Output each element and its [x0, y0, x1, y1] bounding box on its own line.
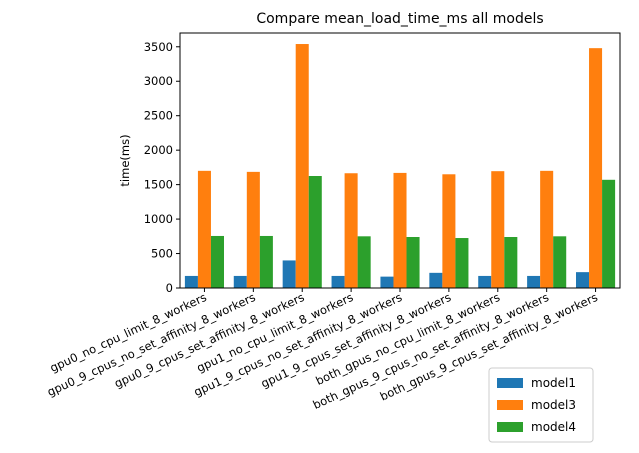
legend-swatch — [497, 422, 523, 432]
legend: model1 model3 model4 — [488, 367, 594, 443]
y-tick-label: 3000 — [144, 74, 173, 88]
bar-model3 — [540, 170, 554, 288]
bar-model3 — [246, 171, 260, 288]
bar-model1 — [478, 275, 492, 288]
bar-model4 — [602, 179, 616, 288]
bar-model4 — [504, 237, 518, 288]
y-tick-label: 2000 — [144, 143, 173, 157]
bar-model1 — [282, 260, 296, 288]
bar-model3 — [197, 170, 211, 288]
bar-model4 — [553, 236, 567, 288]
bar-model1 — [233, 275, 247, 288]
bar-model1 — [429, 272, 443, 288]
bar-model3 — [589, 48, 603, 288]
legend-swatch — [497, 400, 523, 410]
bar-model1 — [184, 275, 198, 288]
y-tick-label: 2500 — [144, 109, 173, 123]
bar-model4 — [210, 235, 224, 288]
y-axis-title: time(ms) — [118, 134, 132, 186]
y-tick-label: 1000 — [144, 212, 173, 226]
bar-model4 — [406, 237, 420, 288]
bar-model3 — [442, 174, 456, 288]
legend-swatch — [497, 378, 523, 388]
legend-label: model3 — [531, 398, 576, 412]
bar-model1 — [380, 276, 394, 288]
bar-model4 — [308, 176, 322, 288]
y-tick-label: 3500 — [144, 40, 173, 54]
bar-model4 — [357, 236, 371, 288]
bar-model3 — [295, 44, 309, 289]
y-tick-label: 500 — [151, 247, 173, 261]
y-axis: 0 500 1000 1500 2000 2500 3000 3500 — [144, 40, 180, 295]
plot-frame — [179, 32, 621, 289]
bar-model4 — [455, 238, 469, 288]
bar-model3 — [491, 171, 505, 288]
bar-model1 — [331, 275, 345, 288]
y-tick-label: 0 — [166, 281, 173, 295]
y-tick-label: 1500 — [144, 178, 173, 192]
legend-label: model1 — [531, 376, 576, 390]
bar-model3 — [393, 172, 407, 288]
bar-model1 — [527, 275, 541, 288]
legend-label: model4 — [531, 420, 576, 434]
bar-model4 — [259, 235, 273, 288]
bar-model3 — [344, 173, 358, 288]
bar-model1 — [576, 272, 590, 288]
bars-layer — [184, 44, 616, 289]
chart-title: Compare mean_load_time_ms all models — [256, 11, 543, 27]
